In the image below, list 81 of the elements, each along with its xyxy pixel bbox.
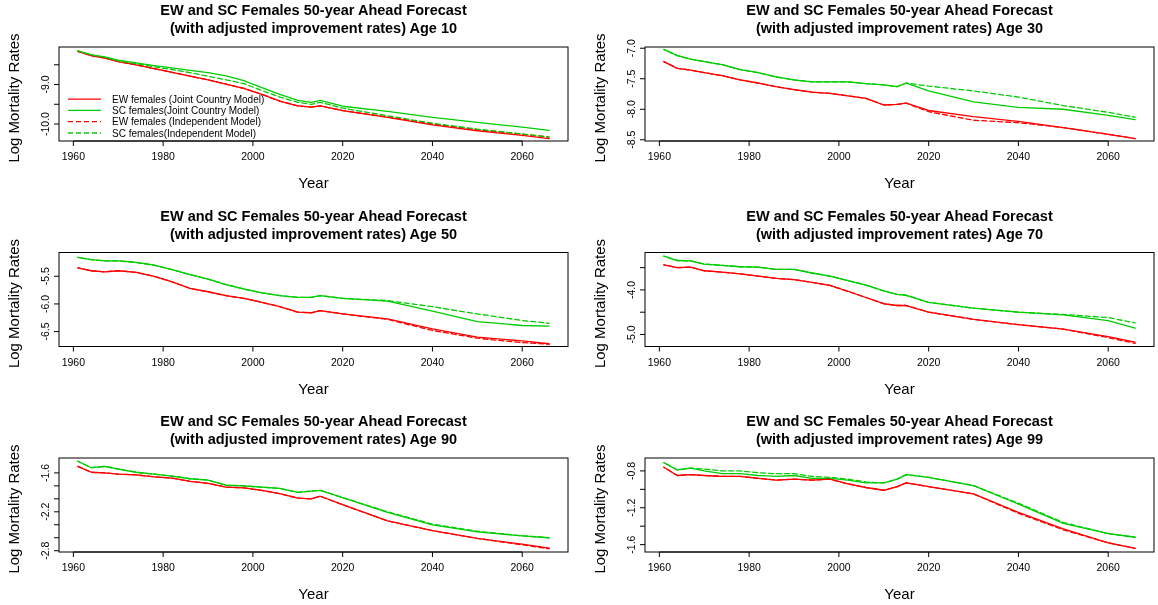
chart-title: EW and SC Females 50-year Ahead Forecast xyxy=(160,207,467,224)
x-tick-label: 2020 xyxy=(917,355,941,368)
y-tick-label: -6.0 xyxy=(39,294,51,313)
x-tick-label: 1960 xyxy=(61,561,86,573)
x-tick-label: 2060 xyxy=(1096,561,1121,573)
chart-title: EW and SC Females 50-year Ahead Forecast xyxy=(746,413,1053,429)
x-tick-label: 1960 xyxy=(647,150,672,162)
y-tick-label: -8.5 xyxy=(625,130,637,149)
y-tick-label: -2.8 xyxy=(39,541,51,560)
x-tick-label: 2060 xyxy=(1096,355,1121,368)
y-tick-label: -10.0 xyxy=(39,111,51,136)
x-tick-label: 2060 xyxy=(510,355,535,368)
chart-title: EW and SC Females 50-year Ahead Forecast xyxy=(746,207,1053,224)
x-tick-label: 2000 xyxy=(827,561,851,573)
x-axis-title: Year xyxy=(298,379,329,397)
x-tick-label: 2000 xyxy=(241,150,265,162)
chart-subtitle: (with adjusted improvement rates) Age 99 xyxy=(755,431,1044,447)
legend-label: EW females (Independent Model) xyxy=(112,116,261,128)
chart-subtitle: (with adjusted improvement rates) Age 90 xyxy=(169,431,458,447)
y-tick-label: -8.0 xyxy=(625,100,637,119)
chart-subtitle: (with adjusted improvement rates) Age 70 xyxy=(755,225,1044,242)
x-axis-title: Year xyxy=(298,585,329,602)
y-axis-title: Log Mortality Rates xyxy=(5,33,22,163)
x-tick-label: 1960 xyxy=(647,355,672,368)
x-tick-label: 2040 xyxy=(1006,355,1031,368)
x-tick-label: 2040 xyxy=(420,561,445,573)
y-tick-label: -1.2 xyxy=(625,498,637,517)
y-axis-title: Log Mortality Rates xyxy=(5,238,22,369)
y-axis-title: Log Mortality Rates xyxy=(591,444,608,574)
x-tick-label: 2040 xyxy=(1006,561,1031,573)
y-tick-label: -6.5 xyxy=(39,322,51,341)
legend-label: SC females(Independent Model) xyxy=(112,127,256,139)
x-tick-label: 1960 xyxy=(647,561,672,573)
chart-title: EW and SC Females 50-year Ahead Forecast xyxy=(160,413,467,429)
x-tick-label: 2020 xyxy=(917,150,941,162)
x-tick-label: 2000 xyxy=(827,150,851,162)
x-axis-title: Year xyxy=(884,585,915,602)
x-tick-label: 2060 xyxy=(1096,150,1121,162)
y-tick-label: -7.0 xyxy=(625,39,637,58)
chart-subtitle: (with adjusted improvement rates) Age 50 xyxy=(169,225,458,242)
y-tick-label: -5.5 xyxy=(39,267,51,286)
x-tick-label: 1980 xyxy=(151,150,175,162)
x-tick-label: 2020 xyxy=(331,561,355,573)
x-tick-label: 2040 xyxy=(420,150,445,162)
chart-title: EW and SC Females 50-year Ahead Forecast xyxy=(160,2,467,18)
x-tick-label: 1980 xyxy=(737,355,761,368)
x-tick-label: 1980 xyxy=(151,355,175,368)
y-tick-label: -1.6 xyxy=(39,463,51,482)
x-tick-label: 1980 xyxy=(151,561,175,573)
x-tick-label: 2040 xyxy=(420,355,445,368)
y-tick-label: -4.0 xyxy=(625,280,637,299)
x-tick-label: 2060 xyxy=(510,150,535,162)
x-axis-title: Year xyxy=(884,174,915,191)
x-tick-label: 2020 xyxy=(331,355,355,368)
x-tick-label: 2020 xyxy=(331,150,355,162)
y-axis-title: Log Mortality Rates xyxy=(591,33,608,163)
y-axis-title: Log Mortality Rates xyxy=(5,444,22,574)
y-tick-label: -7.5 xyxy=(625,69,637,88)
x-tick-label: 2020 xyxy=(917,561,941,573)
chart-subtitle: (with adjusted improvement rates) Age 30 xyxy=(755,20,1044,36)
y-tick-label: -2.2 xyxy=(39,502,51,521)
x-tick-label: 2060 xyxy=(510,561,535,573)
x-tick-label: 1960 xyxy=(61,150,86,162)
x-tick-label: 2000 xyxy=(241,561,265,573)
x-tick-label: 1960 xyxy=(61,355,86,368)
x-tick-label: 2040 xyxy=(1006,150,1031,162)
y-tick-label: -9.0 xyxy=(39,75,51,94)
legend-label: SC females(Joint Country Model) xyxy=(112,104,260,116)
x-tick-label: 2000 xyxy=(827,355,851,368)
chart-subtitle: (with adjusted improvement rates) Age 10 xyxy=(169,20,458,36)
x-tick-label: 1980 xyxy=(737,561,761,573)
x-axis-title: Year xyxy=(884,379,915,397)
y-tick-label: -0.8 xyxy=(625,461,637,480)
x-axis-title: Year xyxy=(298,174,329,191)
y-axis-title: Log Mortality Rates xyxy=(591,238,608,369)
y-tick-label: -5.0 xyxy=(625,325,637,344)
legend-label: EW females (Joint Country Model) xyxy=(112,93,265,105)
x-tick-label: 1980 xyxy=(737,150,761,162)
y-tick-label: -1.6 xyxy=(625,535,637,554)
chart-title: EW and SC Females 50-year Ahead Forecast xyxy=(746,2,1053,18)
x-tick-label: 2000 xyxy=(241,355,265,368)
